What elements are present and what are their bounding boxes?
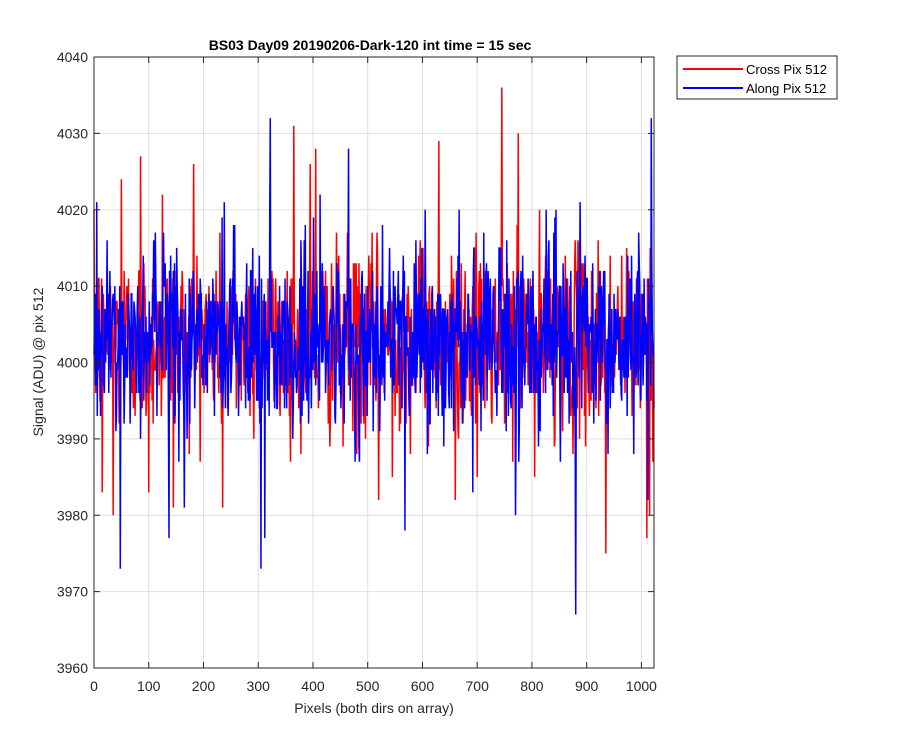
y-tick-label: 4000 xyxy=(57,355,88,371)
legend-label-along: Along Pix 512 xyxy=(746,81,826,96)
x-tick-label: 400 xyxy=(301,678,325,694)
chart-title: BS03 Day09 20190206-Dark-120 int time = … xyxy=(209,37,532,53)
series-lines xyxy=(93,87,655,615)
y-tick-label: 4010 xyxy=(57,278,88,294)
y-tick-label: 3980 xyxy=(57,507,88,523)
series-line-along-pix-512 xyxy=(93,118,655,615)
y-tick-label: 4020 xyxy=(57,202,88,218)
y-tick-label: 3960 xyxy=(57,660,88,676)
legend-label-cross: Cross Pix 512 xyxy=(746,62,827,77)
x-tick-label: 0 xyxy=(90,678,98,694)
x-tick-label: 600 xyxy=(411,678,435,694)
x-tick-label: 200 xyxy=(192,678,216,694)
y-tick-labels: 3960 3970 3980 3990 4000 4010 4020 4030 4040 xyxy=(57,49,88,676)
x-tick-labels: 0 100 200 300 400 500 600 700 800 900 1000 xyxy=(90,678,657,694)
x-tick-label: 900 xyxy=(575,678,599,694)
x-tick-label: 1000 xyxy=(626,678,657,694)
x-tick-label: 500 xyxy=(356,678,380,694)
x-tick-label: 100 xyxy=(137,678,161,694)
y-axis-label: Signal (ADU) @ pix 512 xyxy=(30,287,46,436)
y-tick-label: 3970 xyxy=(57,584,88,600)
y-tick-label: 3990 xyxy=(57,431,88,447)
tick-marks xyxy=(93,56,654,669)
legend: Cross Pix 512 Along Pix 512 xyxy=(676,55,838,100)
legend-box xyxy=(676,55,838,100)
x-axis-label: Pixels (both dirs on array) xyxy=(294,700,454,716)
x-tick-label: 700 xyxy=(466,678,490,694)
x-tick-label: 300 xyxy=(247,678,271,694)
y-tick-label: 4030 xyxy=(57,125,88,141)
y-tick-label: 4040 xyxy=(57,49,88,65)
x-tick-label: 800 xyxy=(520,678,544,694)
